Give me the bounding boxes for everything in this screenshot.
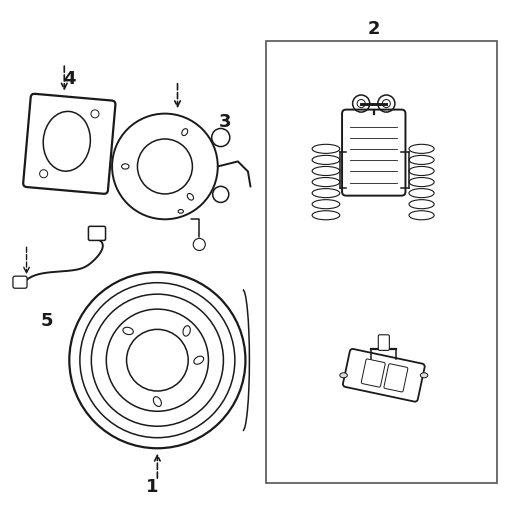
Text: 5: 5 bbox=[40, 311, 53, 329]
Text: 2: 2 bbox=[367, 20, 380, 38]
FancyBboxPatch shape bbox=[342, 111, 405, 196]
FancyBboxPatch shape bbox=[361, 359, 385, 387]
Text: 1: 1 bbox=[146, 477, 158, 495]
FancyBboxPatch shape bbox=[13, 277, 27, 289]
FancyBboxPatch shape bbox=[23, 94, 115, 194]
Text: 4: 4 bbox=[63, 70, 76, 88]
Ellipse shape bbox=[421, 373, 428, 378]
Text: 3: 3 bbox=[219, 113, 231, 131]
Ellipse shape bbox=[340, 373, 347, 378]
FancyBboxPatch shape bbox=[378, 335, 389, 350]
FancyBboxPatch shape bbox=[88, 227, 106, 241]
FancyBboxPatch shape bbox=[384, 364, 408, 392]
FancyBboxPatch shape bbox=[343, 349, 425, 402]
Bar bbox=[266, 41, 497, 483]
